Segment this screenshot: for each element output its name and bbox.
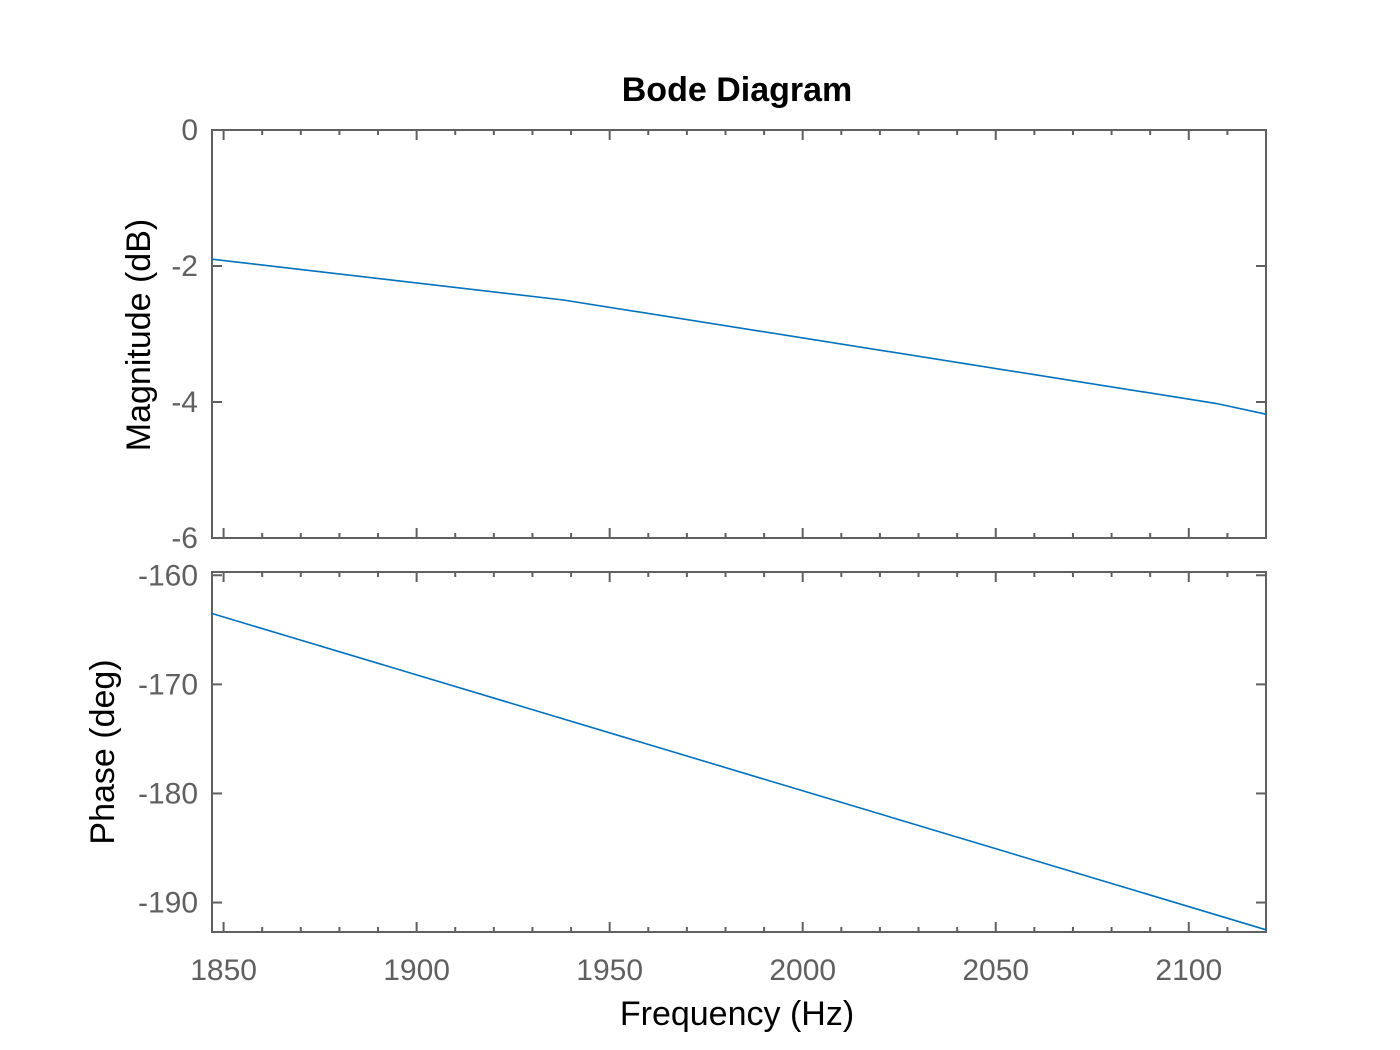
magnitude-axes: 0 -2 -4 -6 <box>171 114 1267 555</box>
x-tick-label: 2000 <box>769 954 836 987</box>
phase-y-tick-label: -190 <box>138 887 198 920</box>
phase-y-tick-label: -180 <box>138 777 198 810</box>
phase-y-tick-label: -160 <box>138 559 198 592</box>
chart-title: Bode Diagram <box>622 71 853 109</box>
phase-axes: -160 -170 -180 -190 1850 1900 1950 2000 2050 2100 <box>138 559 1267 987</box>
magnitude-y-tick-label: -4 <box>171 386 198 419</box>
x-tick-label: 1900 <box>383 954 450 987</box>
x-tick-label: 1950 <box>576 954 643 987</box>
magnitude-y-tick-label: 0 <box>181 114 198 147</box>
frequency-axis-label: Frequency (Hz) <box>620 995 854 1033</box>
phase-y-tick-label: -170 <box>138 668 198 701</box>
magnitude-frame <box>211 129 1267 539</box>
magnitude-y-tick-label: -6 <box>171 522 198 555</box>
phase-series-line <box>211 612 1267 931</box>
x-tick-label: 2100 <box>1155 954 1222 987</box>
x-tick-label: 2050 <box>962 954 1029 987</box>
magnitude-y-tick-label: -2 <box>171 250 198 283</box>
magnitude-axis-label: Magnitude (dB) <box>120 219 158 451</box>
magnitude-series-line <box>211 258 1267 415</box>
x-tick-label: 1850 <box>190 954 257 987</box>
phase-axis-label: Phase (deg) <box>84 659 122 844</box>
phase-frame <box>211 571 1267 933</box>
